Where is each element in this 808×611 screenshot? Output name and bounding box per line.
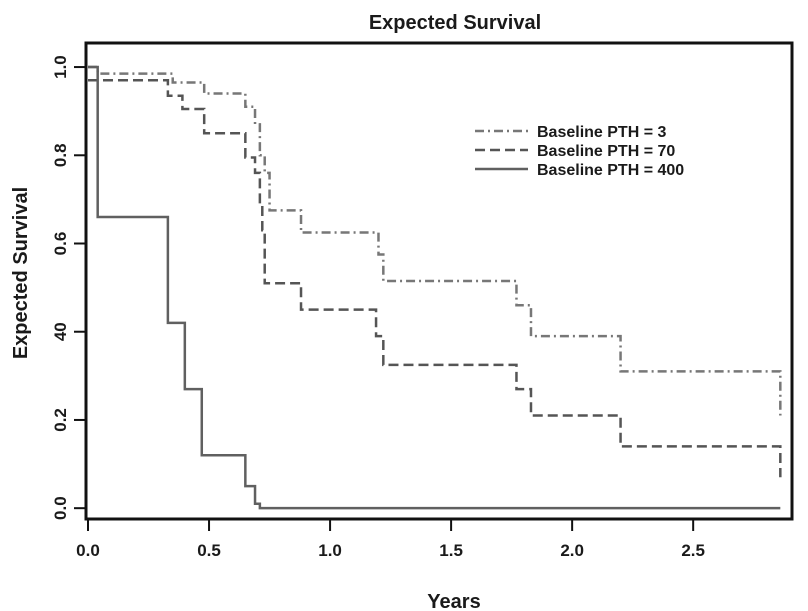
x-tick-label: 0.5 bbox=[197, 541, 221, 560]
survival-curve-3 bbox=[88, 65, 781, 510]
plot-frame bbox=[84, 41, 794, 521]
legend-label: Baseline PTH = 70 bbox=[537, 143, 675, 160]
y-axis-label: Expected Survival bbox=[10, 187, 32, 359]
x-tick-label: 2.0 bbox=[560, 541, 584, 560]
x-tick-label: 1.0 bbox=[318, 541, 342, 560]
y-tick-label: 0.8 bbox=[51, 143, 70, 167]
x-tick-label: 0.0 bbox=[76, 541, 100, 560]
survival-curve-1 bbox=[88, 65, 782, 416]
survival-curve-2 bbox=[88, 79, 782, 478]
chart-title: Expected Survival bbox=[369, 12, 541, 34]
x-tick-label: 2.5 bbox=[681, 541, 705, 560]
y-tick-label: 0.2 bbox=[51, 408, 70, 432]
legend-label: Baseline PTH = 400 bbox=[537, 162, 684, 179]
legend-label: Baseline PTH = 3 bbox=[537, 124, 666, 141]
y-tick-label: 1.0 bbox=[51, 55, 70, 79]
y-tick-label: 0.0 bbox=[51, 496, 70, 520]
y-tick-label: 0.6 bbox=[51, 232, 70, 256]
axis-ticks: 0.0 0.5 1.0 1.5 2.0 2.5 0.0 0.2 40 0.6 0.8 1.0 bbox=[51, 55, 705, 560]
curves bbox=[88, 65, 782, 510]
x-tick-label: 1.5 bbox=[439, 541, 463, 560]
y-tick-label: 40 bbox=[51, 322, 70, 341]
x-axis-label: Years bbox=[427, 591, 480, 611]
legend: Baseline PTH = 3 Baseline PTH = 70 Baselin… bbox=[475, 124, 684, 179]
